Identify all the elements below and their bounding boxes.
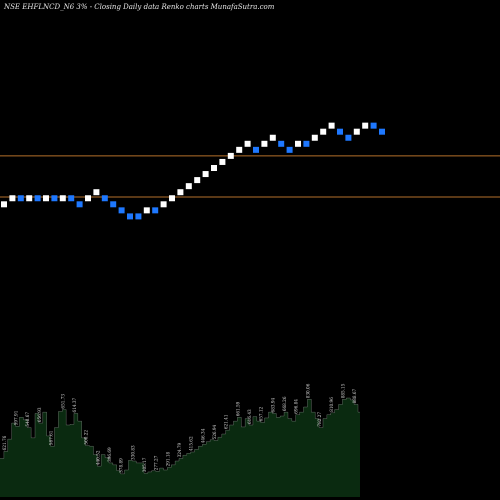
renko-brick	[17, 195, 24, 202]
renko-bricks	[1, 122, 385, 220]
renko-brick	[110, 201, 117, 208]
volume-label: 277.27	[154, 455, 159, 470]
renko-brick	[1, 201, 7, 208]
volume-label: 657.12	[259, 406, 264, 421]
volume-label: 291.18	[165, 451, 170, 466]
volume-label: 696.84	[294, 399, 299, 414]
renko-brick	[101, 195, 108, 202]
chart-title: NSE EHFLNCD_N6 3% - Closing Daily data R…	[4, 3, 275, 11]
renko-brick	[51, 195, 58, 202]
volume-label: 415.62	[189, 436, 194, 451]
volume-label: 526.94	[212, 424, 217, 439]
renko-brick	[143, 207, 150, 214]
volume-label: 683.94	[270, 397, 275, 412]
renko-brick	[177, 189, 184, 196]
renko-brick	[211, 165, 217, 171]
renko-brick	[93, 189, 100, 196]
volume-label: 885.15	[340, 383, 345, 398]
volume-outline	[0, 397, 360, 475]
renko-brick	[59, 195, 66, 202]
renko-brick	[152, 207, 159, 214]
renko-brick	[26, 195, 33, 202]
renko-brick	[34, 195, 41, 202]
renko-brick	[185, 183, 192, 190]
volume-label: 621.76	[2, 435, 7, 450]
volume-label: 587.61	[49, 430, 54, 445]
volume-label: 651.73	[60, 394, 65, 409]
renko-brick	[194, 177, 201, 184]
renko-brick	[253, 146, 259, 153]
volume-label: 830.06	[305, 383, 310, 398]
volume-label: 810.96	[329, 397, 334, 412]
renko-brick	[118, 207, 125, 214]
renko-brick	[160, 201, 167, 208]
renko-brick	[219, 158, 226, 165]
renko-brick	[227, 152, 234, 159]
renko-brick	[286, 146, 293, 153]
volume-label: 597.91	[14, 410, 19, 425]
volume-panel: 621.76 597.91 548.67 656.93 587.61 651.73 614.…	[0, 383, 360, 497]
reference-lines	[0, 155, 500, 198]
volume-label: 500.22	[84, 430, 89, 445]
renko-brick	[169, 195, 175, 202]
renko-brick	[269, 134, 276, 141]
volume-label: 616.43	[247, 409, 252, 424]
volume-label: 888.67	[352, 388, 357, 403]
volume-label: 378.89	[119, 458, 124, 473]
renko-brick	[68, 195, 75, 202]
renko-brick	[303, 140, 310, 147]
renko-brick	[278, 140, 285, 147]
renko-brick	[328, 122, 335, 129]
renko-brick	[295, 140, 301, 147]
renko-brick	[370, 122, 377, 129]
renko-brick	[9, 195, 16, 202]
renko-brick	[135, 213, 142, 220]
volume-label: 440.52	[95, 450, 100, 465]
renko-brick	[362, 122, 369, 129]
volume-label: 324.79	[177, 442, 182, 457]
volume-label: 446.34	[200, 428, 205, 443]
volume-label: 668.26	[282, 396, 287, 411]
renko-brick	[345, 134, 352, 141]
volume-label: 305.17	[142, 457, 147, 472]
renko-brick	[261, 140, 268, 147]
renko-brick	[379, 128, 385, 135]
volume-label: 548.67	[25, 412, 30, 427]
renko-brick	[85, 195, 91, 202]
renko-brick	[244, 140, 251, 147]
volume-label: 396.69	[107, 447, 112, 462]
renko-brick	[320, 128, 327, 135]
renko-brick	[202, 171, 209, 178]
volume-area	[0, 398, 360, 497]
renko-brick	[127, 213, 133, 220]
volume-label: 614.37	[72, 397, 77, 412]
renko-brick	[353, 128, 360, 135]
volume-label: 330.83	[130, 445, 135, 460]
renko-brick	[337, 128, 343, 135]
renko-brick	[43, 195, 49, 202]
volume-label: 656.93	[37, 407, 42, 422]
renko-brick	[311, 134, 318, 141]
volume-label: 782.27	[317, 412, 322, 427]
volume-label: 661.59	[235, 401, 240, 416]
renko-brick	[76, 201, 83, 208]
renko-brick	[236, 146, 243, 153]
volume-label: 621.41	[224, 414, 229, 429]
